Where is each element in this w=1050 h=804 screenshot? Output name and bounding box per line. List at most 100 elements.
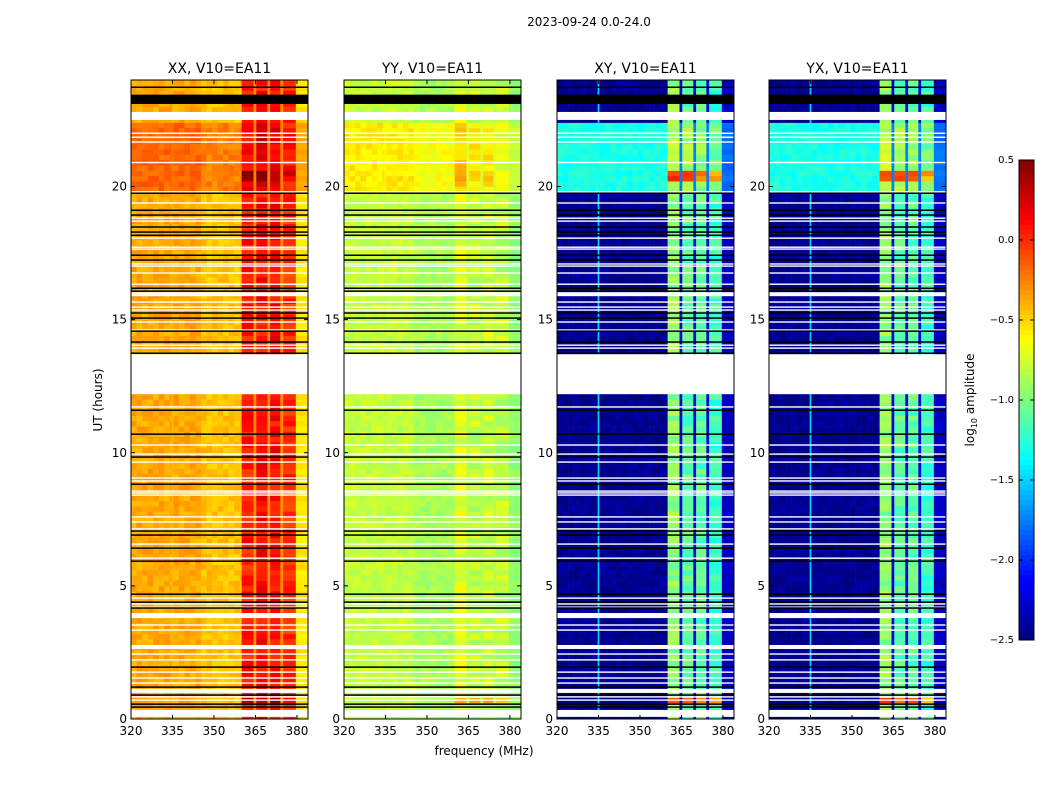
heatmap-cell [207,314,213,320]
heatmap-cell [207,586,213,592]
heatmap-cell [270,314,281,320]
heatmap-cell [229,458,235,464]
heatmap-cell [148,282,154,288]
heatmap-cell [190,458,196,464]
heatmap-cell [201,447,207,453]
heatmap-cell [256,80,267,86]
heatmap-cell [509,495,521,501]
heatmap-cell [256,447,267,453]
heatmap-cell [164,618,170,624]
heatmap-cell [234,618,240,624]
heatmap-cell [170,511,172,517]
heatmap-cell [179,421,185,427]
heatmap-cell [372,570,378,576]
flagged-row-black [131,560,308,562]
heatmap-cell [142,165,148,171]
heatmap-cell [366,570,372,576]
heatmap-cell [131,421,137,427]
heatmap-cell [229,485,235,491]
heatmap-cell [267,549,270,555]
heatmap-cell [164,415,170,421]
heatmap-cell [283,511,296,517]
heatmap-cell [201,394,207,400]
heatmap-cell [207,628,213,634]
heatmap-cell [240,197,242,203]
heatmap-cell [212,628,218,634]
heatmap-cell [207,410,213,416]
flagged-row-white [131,516,308,517]
heatmap-cell [137,634,143,640]
heatmap-cell [164,400,170,406]
heatmap-cell [164,80,170,86]
heatmap-cell [159,618,165,624]
flagged-row-white [131,671,308,672]
heatmap-cell [137,80,143,86]
heatmap-cell [207,581,213,587]
heatmap-cell [131,634,137,640]
heatmap-cell [442,570,448,576]
heatmap-cell [212,123,218,129]
heatmap-cell [366,549,372,555]
heatmap-cell [153,522,159,528]
heatmap-cell [223,80,229,86]
heatmap-cell [142,133,148,139]
heatmap-cell [229,266,235,272]
heatmap-cell [493,660,496,666]
heatmap-cell [455,581,467,587]
heatmap-cell [184,618,190,624]
heatmap-cell [195,522,201,528]
heatmap-cell [431,522,437,528]
heatmap-cell [201,314,207,320]
heatmap-cell [195,155,201,161]
heatmap-cell [509,538,521,544]
heatmap-cell [153,415,159,421]
heatmap-cell [212,421,218,427]
heatmap-cell [442,597,448,603]
heatmap-cell [201,149,207,155]
heatmap-cell [184,394,190,400]
heatmap-cell [296,107,308,113]
heatmap-cell [164,123,170,129]
heatmap-cell [164,298,170,304]
heatmap-cell [377,618,383,624]
heatmap-cell [469,623,480,629]
heatmap-cell [153,634,159,640]
heatmap-cell [207,426,213,432]
heatmap-cell [229,400,235,406]
heatmap-cell [137,495,143,501]
heatmap-cell [256,426,267,432]
heatmap-cell [142,495,148,501]
heatmap-cell [212,426,218,432]
heatmap-cell [240,277,242,283]
heatmap-cell [170,527,172,533]
heatmap-cell [453,522,455,528]
heatmap-cell [296,634,308,640]
heatmap-cell [184,107,190,113]
heatmap-cell [184,634,190,640]
heatmap-cell [383,538,385,544]
heatmap-cell [267,676,270,682]
heatmap-cell [137,336,143,342]
heatmap-cell [436,660,442,666]
heatmap-cell [218,639,224,645]
heatmap-cell [223,144,229,150]
heatmap-cell [467,623,470,629]
heatmap-cell [207,336,213,342]
heatmap-cell [344,581,350,587]
heatmap-cell [493,623,496,629]
heatmap-cell [408,522,414,528]
heatmap-cell [212,394,218,400]
heatmap-cell [137,400,143,406]
heatmap-cell [137,581,143,587]
heatmap-cell [283,628,296,634]
heatmap-cell [229,240,235,246]
heatmap-cell [173,415,179,421]
heatmap-cell [190,176,196,182]
heatmap-cell [173,181,179,187]
heatmap-cell [403,623,409,629]
heatmap-cell [173,469,179,475]
heatmap-cell [383,660,385,666]
heatmap-cell [372,628,378,634]
heatmap-cell [493,559,496,565]
heatmap-cell [164,240,170,246]
